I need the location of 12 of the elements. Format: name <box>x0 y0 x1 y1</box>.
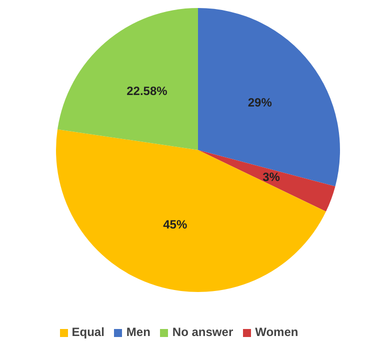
legend-label: Men <box>126 325 150 339</box>
pie-slice <box>198 8 340 186</box>
legend-label: Equal <box>72 325 104 339</box>
pie-slice <box>56 129 326 292</box>
legend-label: Women <box>255 325 298 339</box>
pie-slice <box>58 8 198 150</box>
pie-slice <box>198 150 336 212</box>
data-label: 45% <box>163 218 188 232</box>
data-label: 29% <box>248 95 272 110</box>
data-label: 3% <box>262 170 280 184</box>
legend-label: No answer <box>172 325 234 339</box>
data-label: 22.58% <box>126 84 168 98</box>
